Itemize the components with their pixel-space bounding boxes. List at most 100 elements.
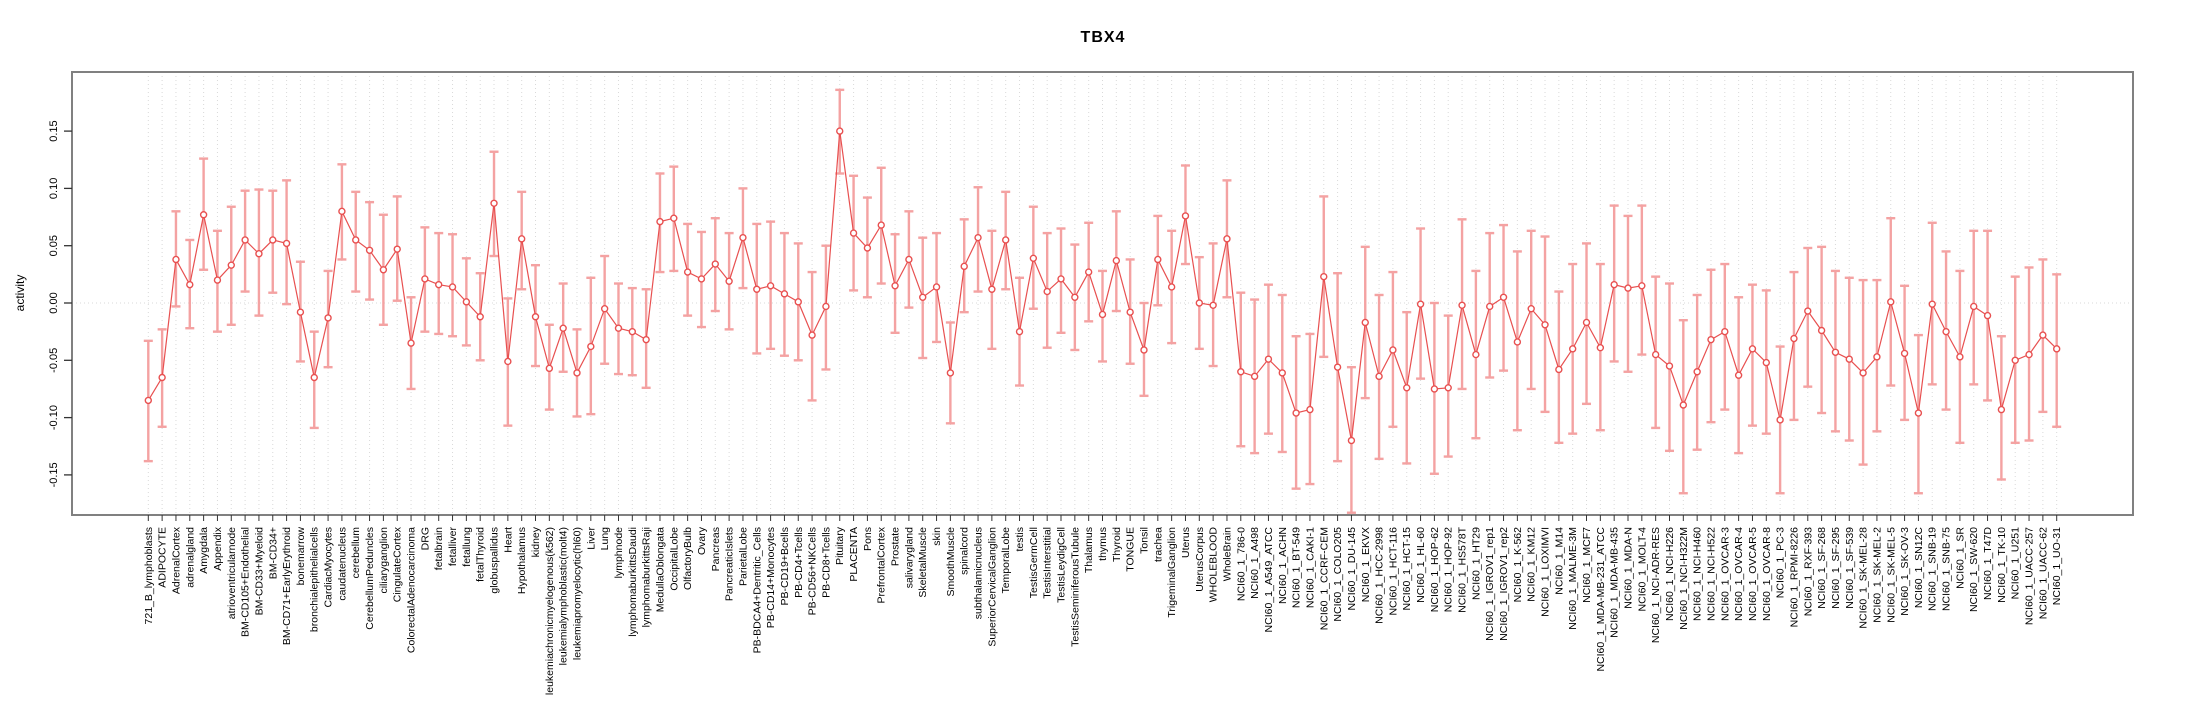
error-bar (1803, 246, 1813, 388)
data-point (1472, 350, 1480, 359)
data-point (1748, 345, 1757, 353)
data-point (2011, 356, 2019, 364)
x-tick-label: NCI60_1_MCF7 (1581, 527, 1593, 603)
data-point (310, 373, 318, 382)
x-tick-label: cerebellum (350, 527, 362, 579)
x-tick-label: atrioventricularnode (226, 527, 238, 619)
data-point (213, 276, 222, 284)
x-tick-label: bronchialepithelialcells (309, 527, 321, 632)
x-tick-label: TestisInterstitial (1042, 527, 1054, 599)
data-point (1790, 334, 1798, 343)
x-tick-label: NCI60_1_SF-268 (1816, 527, 1828, 609)
x-tick-label: NCI60_1_SNB-19 (1927, 527, 1939, 611)
y-tick-label: -0.15 (48, 462, 60, 487)
x-tick-label: fetalThyroid (475, 527, 487, 582)
data-point (1651, 350, 1660, 359)
x-tick-label: NCI60_1_UACC-257 (2024, 527, 2036, 625)
x-tick-label: NCI60_1_ACHN (1277, 527, 1289, 604)
x-tick-label: Appendix (212, 526, 224, 571)
x-tick-label: BM-CD105+Endothelial (240, 527, 252, 637)
data-point (1444, 384, 1452, 392)
data-point (338, 207, 346, 216)
x-tick-label: PancreaticIslets (724, 527, 736, 601)
data-point (1568, 345, 1577, 353)
data-point (697, 275, 706, 283)
data-point (1721, 327, 1729, 336)
x-tick-label: Pituitary (834, 526, 846, 565)
x-tick-label: NCI60_1_LOXIMVI (1540, 527, 1552, 617)
x-tick-label: globuspallidus (489, 527, 501, 594)
data-point (1582, 318, 1591, 327)
x-tick-label: Pons (862, 527, 874, 551)
x-tick-label: NCI60_1_K-562 (1512, 527, 1524, 602)
error-bar (1720, 262, 1730, 411)
x-tick-label: TemporalLobe (1000, 527, 1012, 594)
data-point (725, 277, 733, 285)
chart-title: TBX4 (1081, 29, 1126, 46)
data-point (891, 282, 899, 290)
data-point (932, 283, 941, 291)
data-point (1264, 355, 1273, 363)
data-point (905, 255, 913, 264)
data-point (614, 324, 623, 332)
data-point (1942, 327, 1950, 336)
x-tick-label: trachea (1152, 527, 1164, 562)
data-point (269, 236, 277, 244)
x-tick-label: NCI60_1_OVCAR-5 (1747, 527, 1759, 621)
data-point (1167, 283, 1176, 291)
x-tick-label: NCI60_1_MOLT-4 (1636, 527, 1648, 612)
data-point (462, 298, 471, 306)
data-point (822, 302, 830, 311)
x-tick-label: BM-CD71+EarlyErythroid (281, 527, 293, 645)
x-tick-label: NCI60_1_MALME-3M (1567, 527, 1579, 630)
data-point (1928, 300, 1936, 308)
data-point (407, 339, 415, 347)
x-tick-label: NCI60_1_HOP-92 (1443, 527, 1455, 612)
data-point (352, 236, 360, 244)
y-tick-label: 0.10 (48, 178, 60, 199)
x-tick-label: adrenalgland (184, 527, 196, 588)
x-tick-label: Hypothalamus (516, 527, 528, 594)
x-tick-label: Tonsil (1138, 527, 1150, 554)
x-tick-label: ParietalLobe (737, 527, 749, 586)
x-tick-label: BM-CD33+Myeloid (253, 527, 265, 616)
x-tick-label: TrigeminalGanglion (1166, 527, 1178, 618)
data-point (2052, 345, 2061, 353)
x-tick-label: NCI60_1_MDA-MB-231_ATCC (1595, 527, 1607, 672)
x-tick-label: NCI60_1_HOP-62 (1429, 527, 1441, 612)
x-tick-label: ADIPOCYTE (157, 527, 169, 588)
data-point (960, 262, 968, 271)
x-tick-label: TONGUE (1125, 527, 1137, 572)
data-point (435, 280, 443, 289)
x-tick-label: NCI60_1_BT-549 (1291, 527, 1303, 608)
data-point (393, 245, 401, 253)
x-tick-label: NCI60_1_SK-OV-3 (1899, 527, 1911, 616)
data-point (1983, 311, 1992, 320)
y-tick-label: 0.05 (48, 235, 60, 256)
data-point (1320, 272, 1328, 281)
data-point (919, 293, 927, 301)
data-point (1845, 355, 1853, 363)
error-bar (1789, 270, 1799, 422)
y-axis-label: activity (13, 275, 27, 312)
data-point (490, 199, 498, 207)
x-tick-label: NCI60_1_IGROV1_rep1 (1484, 527, 1496, 641)
x-tick-label: skin (931, 527, 943, 546)
data-point (1140, 346, 1148, 354)
x-tick-label: PB-CD8+Tcells (820, 527, 832, 598)
data-point (1181, 212, 1190, 220)
x-tick-label: CardiacMyocytes (323, 527, 335, 608)
y-tick-label: 0.00 (48, 292, 60, 313)
x-tick-label: NCI60_1_NCI-H522 (1705, 527, 1717, 621)
x-tick-label: OccipitalLobe (668, 527, 680, 591)
data-point (1126, 308, 1134, 316)
x-tick-label: NCI60_1_UACC-62 (2037, 527, 2049, 619)
y-tick-label: -0.10 (48, 405, 60, 430)
x-tick-label: salivarygland (903, 527, 915, 588)
x-tick-label: ColorectalAdenocarcinoma (406, 527, 418, 653)
x-tick-label: PB-CD56+NKCells (807, 527, 819, 615)
x-tick-label: Thalamus (1083, 527, 1095, 573)
x-tick-label: BM-CD34+ (267, 527, 279, 579)
data-point (1513, 338, 1522, 346)
